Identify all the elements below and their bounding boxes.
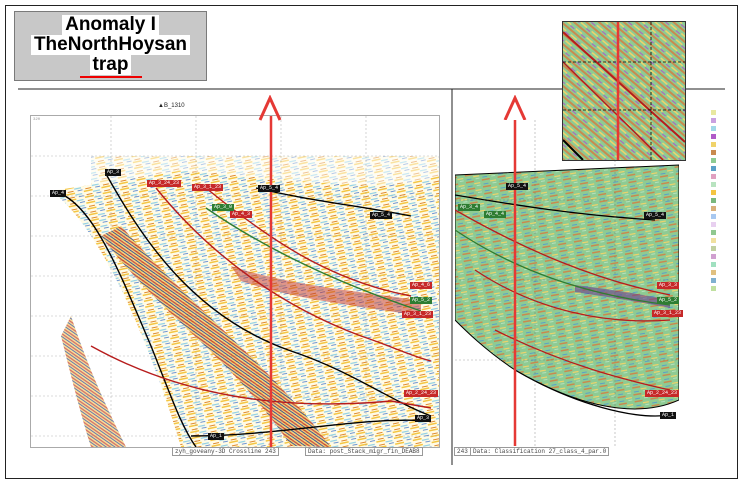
title-line-2: TheNorthHoysan [30,34,191,55]
horizon-tag[interactable]: Ap_2_24_23 [404,390,439,397]
horizon-tag[interactable]: Ap_1 [660,412,677,419]
well-arrow-left-icon [258,95,282,121]
horizon-tag[interactable]: Ap_4_4 [484,211,507,218]
title-line-3: trap [89,54,132,75]
horizon-tag[interactable]: Ap_3_3 [657,282,680,289]
horizon-tag[interactable]: Ap_4 [50,190,67,197]
anomaly-title-box: Anomaly I TheNorthHoysan trap [14,11,207,81]
horizon-tag[interactable]: Ap_5_4 [506,183,529,190]
horizon-tag[interactable]: Ap_4_6 [410,282,433,289]
horizon-tag[interactable]: Ap_5_4 [644,212,667,219]
zoom-inset-image [563,22,685,160]
axis-tick: 320 [33,118,41,122]
horizon-tag[interactable]: Ap_1 [208,433,225,440]
title-underline [79,75,142,78]
survey-caption-right: 243 [454,447,471,456]
data-caption-right: Data: Classification 27_class_4_par.0 [470,447,610,456]
horizon-tag[interactable]: Ap_2_24_23 [645,390,680,397]
well-arrow-right-icon [503,95,527,121]
title-line-1: Anomaly I [62,14,159,35]
horizon-tag[interactable]: Ap_3 [415,415,432,422]
seismic-section-image [31,116,439,447]
horizon-tag[interactable]: Ap_5_2 [410,297,433,304]
horizon-tag[interactable]: Ap_5_4 [258,185,281,192]
classification-color-scale [711,110,721,300]
survey-caption-left: zyh_goveany-3D Crossline 243 [172,447,279,456]
classification-section-panel[interactable] [455,120,679,446]
horizon-tag[interactable]: Ap_5_4 [370,212,393,219]
seismic-section-panel[interactable]: 320 [30,115,440,448]
horizon-tag[interactable]: Ap_5_2 [657,297,680,304]
zoom-inset[interactable] [562,21,686,161]
horizon-tag[interactable]: Ap_3_4 [458,204,481,211]
horizon-tag[interactable]: Ap_3_0 [212,204,235,211]
horizon-tag[interactable]: Ap_4_3 [230,211,253,218]
horizon-tag[interactable]: Ap_3_1_23 [402,311,434,318]
well-marker-label: ▲B_1310 [158,103,185,109]
data-caption-left: Data: post_Stack_migr_fin_DEAB8 [305,447,423,456]
horizon-tag[interactable]: Ap_3 [105,169,122,176]
horizon-tag[interactable]: Ap_3_24_23 [147,180,182,187]
classification-section-image [455,120,679,446]
horizon-tag[interactable]: Ap_3_1_23 [192,184,224,191]
horizon-tag[interactable]: Ap_3_1_23 [652,310,684,317]
